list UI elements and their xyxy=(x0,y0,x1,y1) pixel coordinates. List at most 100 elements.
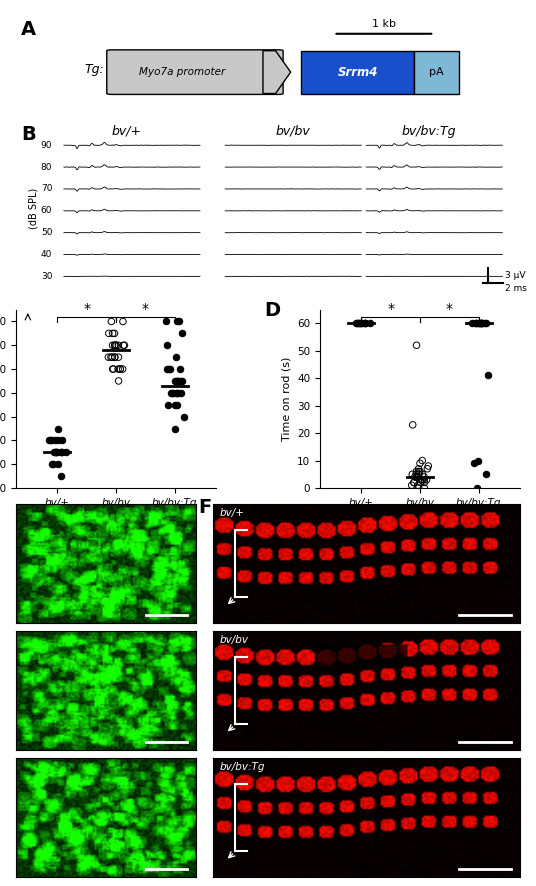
Point xyxy=(174,374,182,388)
Point xyxy=(473,481,481,495)
Point xyxy=(180,409,188,424)
Point xyxy=(475,316,483,330)
Point xyxy=(356,316,365,330)
Point xyxy=(52,445,61,459)
Text: 60: 60 xyxy=(41,206,53,215)
Point xyxy=(414,467,423,481)
Point xyxy=(111,338,120,353)
Point xyxy=(420,481,429,495)
Point xyxy=(116,362,124,377)
Point xyxy=(361,316,369,330)
Point xyxy=(174,374,182,388)
Point xyxy=(105,326,113,340)
Point xyxy=(415,464,424,478)
Point xyxy=(166,362,174,377)
Text: bv/+: bv/+ xyxy=(112,125,142,138)
Point xyxy=(107,350,115,364)
Point xyxy=(173,385,181,400)
Point xyxy=(412,338,421,353)
Point xyxy=(178,326,187,340)
Text: Srrm4: Srrm4 xyxy=(338,66,378,79)
Point xyxy=(112,338,121,353)
Point xyxy=(167,385,175,400)
Point xyxy=(108,326,117,340)
Point xyxy=(54,433,62,447)
Point xyxy=(414,464,423,478)
Point xyxy=(412,470,421,484)
FancyBboxPatch shape xyxy=(414,51,459,94)
Point xyxy=(173,374,182,388)
Text: bv/+: bv/+ xyxy=(219,508,244,517)
Point xyxy=(51,433,59,447)
Point xyxy=(474,454,483,468)
Point xyxy=(424,459,433,473)
Text: Tg:: Tg: xyxy=(85,63,104,76)
Point xyxy=(175,315,183,329)
Point xyxy=(416,472,425,486)
Text: 40: 40 xyxy=(41,250,53,259)
Point xyxy=(475,316,484,330)
Point xyxy=(171,374,180,388)
Point xyxy=(114,350,123,364)
Point xyxy=(114,338,123,353)
Point xyxy=(478,316,487,330)
Point xyxy=(414,462,423,476)
Point xyxy=(47,433,56,447)
Text: bv/bv:Tg: bv/bv:Tg xyxy=(402,125,457,138)
Point xyxy=(353,316,361,330)
Text: 90: 90 xyxy=(41,141,53,150)
Point xyxy=(169,385,177,400)
Point xyxy=(118,315,127,329)
Point xyxy=(422,472,431,486)
Point xyxy=(53,445,61,459)
Point xyxy=(411,470,419,484)
Text: *: * xyxy=(387,301,394,315)
Text: B: B xyxy=(21,125,36,144)
Point xyxy=(470,456,478,470)
Point xyxy=(481,316,490,330)
Point xyxy=(352,316,360,330)
Point xyxy=(51,445,60,459)
Point xyxy=(173,398,181,412)
Text: 80: 80 xyxy=(41,163,53,172)
Point xyxy=(472,316,480,330)
Point xyxy=(414,481,423,495)
Point xyxy=(120,338,129,353)
Point xyxy=(110,350,119,364)
Point xyxy=(172,385,180,400)
Text: Myo7a promoter: Myo7a promoter xyxy=(139,67,226,77)
Point xyxy=(410,476,418,490)
Text: 2 ms: 2 ms xyxy=(505,284,527,293)
Point xyxy=(165,362,173,377)
Point xyxy=(471,316,479,330)
Point xyxy=(108,338,117,353)
Point xyxy=(467,316,476,330)
Point xyxy=(110,338,119,353)
FancyBboxPatch shape xyxy=(301,51,414,94)
Point xyxy=(163,338,172,353)
Point xyxy=(161,315,170,329)
Point xyxy=(412,464,421,478)
Point xyxy=(418,472,426,486)
Point xyxy=(477,316,485,330)
Point xyxy=(423,462,431,476)
FancyBboxPatch shape xyxy=(107,50,283,95)
Point xyxy=(57,433,66,447)
Point xyxy=(110,350,119,364)
Text: *: * xyxy=(142,301,149,315)
Text: 3 µV: 3 µV xyxy=(505,271,525,280)
Point xyxy=(418,472,427,486)
Point xyxy=(418,467,427,481)
Text: bv/bv: bv/bv xyxy=(276,125,310,138)
Point xyxy=(119,338,128,353)
Point xyxy=(354,316,362,330)
Point xyxy=(118,362,127,377)
Point xyxy=(475,316,483,330)
Point xyxy=(114,362,122,377)
Point xyxy=(116,362,124,377)
Point xyxy=(163,362,172,377)
Point xyxy=(172,374,181,388)
Point xyxy=(109,362,118,377)
Point xyxy=(171,398,180,412)
Point xyxy=(361,316,369,330)
